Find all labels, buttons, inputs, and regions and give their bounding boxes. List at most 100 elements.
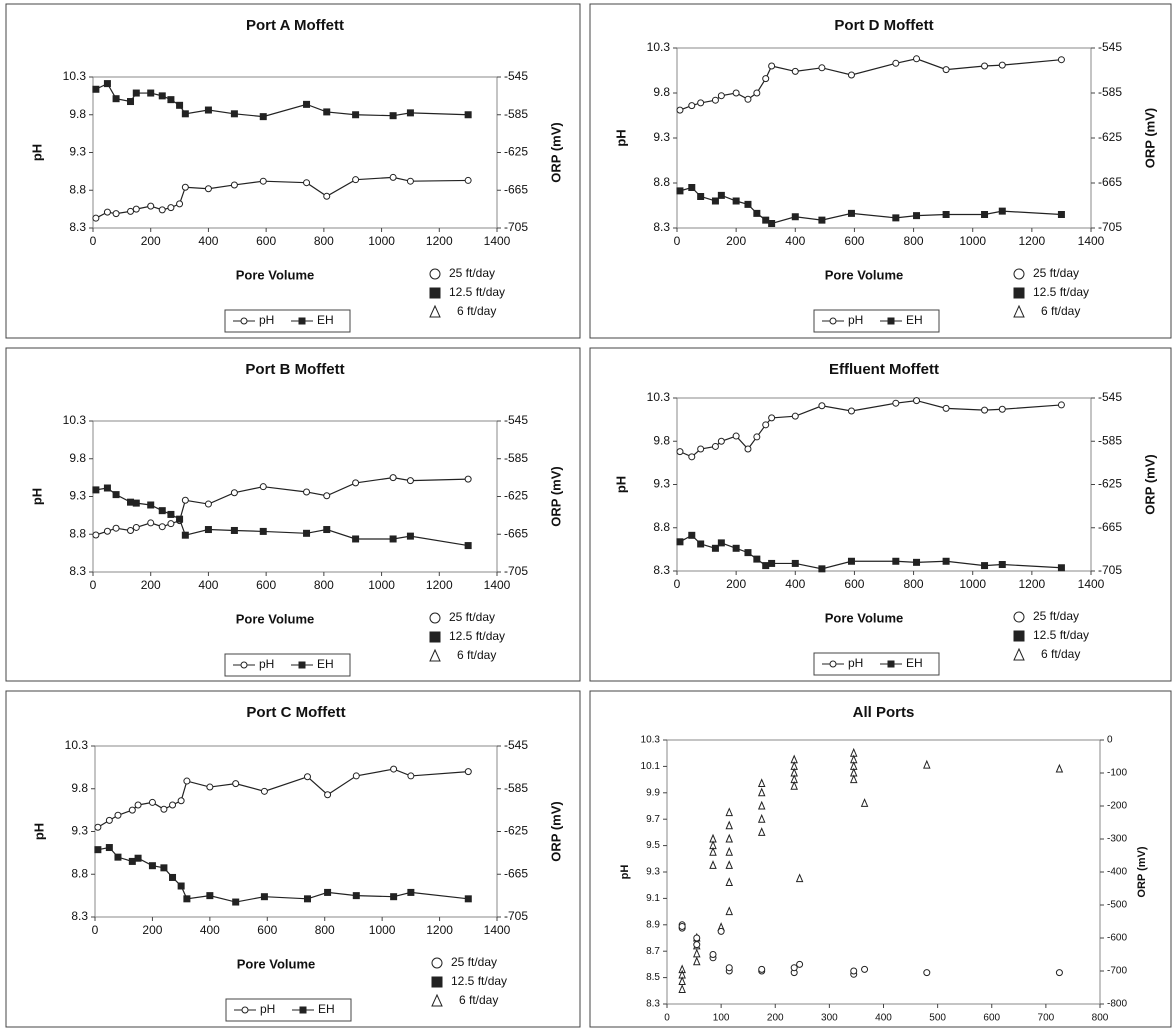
y2-tick-label: -665 [1098, 175, 1122, 189]
marker [709, 846, 717, 856]
y2-tick-label: -585 [504, 107, 528, 121]
marker [112, 524, 120, 532]
y2-axis-label: ORP (mV) [1136, 846, 1148, 897]
marker [711, 544, 719, 552]
marker [1013, 630, 1025, 642]
marker [147, 202, 155, 210]
y-tick-label: 9.5 [646, 840, 660, 851]
marker [697, 99, 705, 107]
legend-label: pH [259, 657, 274, 671]
marker [114, 853, 122, 861]
marker [1057, 56, 1065, 64]
y-tick-label: 9.8 [71, 781, 88, 795]
marker [112, 95, 120, 103]
x-tick-label: 200 [142, 923, 162, 937]
marker [114, 811, 122, 819]
marker [298, 661, 306, 669]
marker [303, 179, 311, 187]
marker [709, 840, 717, 850]
y-tick-label: 8.5 [646, 972, 660, 983]
x-tick-label: 1200 [1019, 577, 1046, 591]
marker [429, 648, 441, 662]
marker [127, 207, 135, 215]
marker [1013, 611, 1025, 623]
marker [158, 206, 166, 214]
marker [183, 895, 191, 903]
marker [94, 846, 102, 854]
marker [204, 500, 212, 508]
y2-tick-label: -585 [1098, 85, 1122, 99]
marker [790, 754, 798, 764]
marker [204, 185, 212, 193]
marker [464, 475, 472, 483]
y2-tick-label: -665 [504, 526, 528, 540]
marker [762, 562, 770, 570]
y2-axis-label: ORP (mV) [548, 801, 563, 861]
panel-border [5, 347, 581, 682]
marker [717, 539, 725, 547]
y2-tick-label: -665 [1098, 520, 1122, 534]
marker [762, 421, 770, 429]
marker [768, 414, 776, 422]
y-tick-label: 9.9 [646, 787, 660, 798]
marker [303, 488, 311, 496]
chart-title: Port B Moffett [245, 361, 344, 378]
marker [230, 526, 238, 534]
marker [981, 62, 989, 70]
marker [103, 208, 111, 216]
y-tick-label: 8.3 [653, 563, 670, 577]
y-tick-label: 9.3 [653, 477, 670, 491]
marker [390, 765, 398, 773]
marker [753, 209, 761, 217]
legend-box [224, 309, 351, 333]
marker [230, 489, 238, 497]
y2-tick-label: -500 [1107, 900, 1127, 911]
x-tick-label: 400 [198, 234, 218, 248]
marker [1013, 287, 1025, 299]
marker [768, 220, 776, 227]
marker [998, 207, 1006, 215]
marker [744, 200, 752, 208]
x-tick-label: 500 [929, 1013, 946, 1024]
speed-legend-label: 12.5 ft/day [1033, 628, 1089, 642]
marker [676, 187, 684, 195]
x-axis-label: Pore Volume [236, 267, 315, 282]
marker [158, 92, 166, 100]
y-tick-label: 9.8 [69, 107, 86, 121]
marker [92, 486, 100, 494]
marker [1057, 564, 1065, 572]
marker [688, 102, 696, 110]
marker [352, 892, 360, 900]
x-tick-label: 200 [141, 234, 161, 248]
marker [352, 176, 360, 184]
y2-tick-label: -625 [1098, 130, 1122, 144]
y-tick-label: 9.3 [653, 130, 670, 144]
marker [1013, 304, 1025, 318]
y-tick-label: 9.3 [69, 489, 86, 503]
marker [709, 951, 717, 958]
y-axis-label: pH [29, 144, 44, 161]
y2-tick-label: -400 [1107, 867, 1127, 878]
legend-box [225, 998, 352, 1022]
x-tick-label: 800 [314, 578, 334, 592]
legend-box [813, 309, 940, 333]
x-tick-label: 200 [726, 577, 746, 591]
x-tick-label: 1200 [426, 578, 453, 592]
marker [768, 559, 776, 567]
marker [678, 984, 686, 993]
marker [753, 555, 761, 563]
marker [758, 965, 766, 973]
marker [352, 772, 360, 780]
marker [717, 92, 725, 100]
marker [128, 857, 136, 865]
marker [981, 406, 989, 414]
marker [176, 515, 184, 523]
marker [147, 501, 155, 509]
x-tick-label: 1400 [484, 578, 511, 592]
marker [230, 110, 238, 118]
marker [352, 479, 360, 487]
marker [725, 807, 734, 817]
marker [431, 957, 443, 969]
marker [818, 216, 826, 224]
